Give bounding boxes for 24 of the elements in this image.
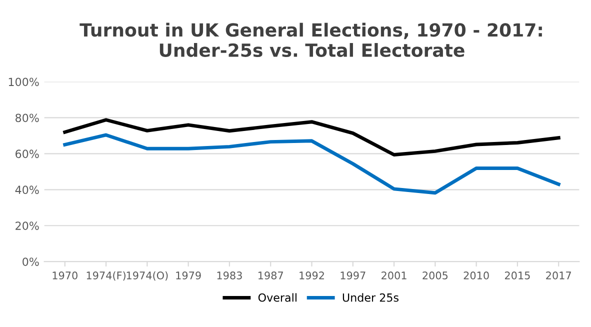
x-tick-label: 2001 xyxy=(382,272,406,280)
x-tick-label: 1970 xyxy=(52,272,78,280)
x-tick-label: 1997 xyxy=(340,272,366,280)
x-tick-label: 1992 xyxy=(300,272,324,280)
x-tick-label: 2010 xyxy=(464,272,489,280)
legend-label: Overall xyxy=(258,293,296,302)
y-tick-label: 0% xyxy=(22,258,39,266)
line-series xyxy=(63,133,560,195)
x-tick-label: 1974(O) xyxy=(126,271,168,281)
x-tick-label: 2015 xyxy=(504,272,530,280)
legend-label: Under 25s xyxy=(342,293,398,302)
y-tick-label: 60% xyxy=(16,150,39,158)
y-tick-label: 100% xyxy=(8,78,39,86)
x-tick-label: 1987 xyxy=(258,272,283,280)
y-tick-label: 40% xyxy=(15,186,39,194)
x-tick-label: 2017 xyxy=(546,272,571,280)
y-tick-label: 80% xyxy=(16,114,39,122)
x-tick-label: 1974(F) xyxy=(86,271,126,281)
x-tick-label: 2005 xyxy=(422,272,448,280)
line-series xyxy=(63,118,560,157)
chart-title: Turnout in UK General Elections, 1970 - 2017: Under-25s vs. Total Electorate xyxy=(80,22,542,58)
y-tick-label: 20% xyxy=(16,222,39,230)
x-tick-label: 1979 xyxy=(176,272,201,280)
x-tick-label: 1983 xyxy=(217,272,242,280)
